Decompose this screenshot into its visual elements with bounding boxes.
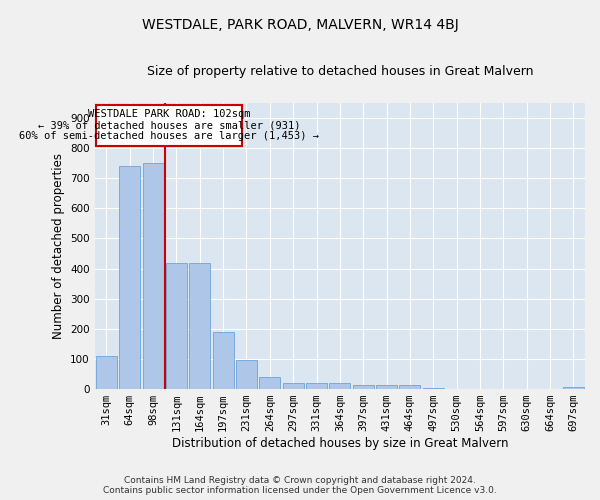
Bar bbox=[400, 384, 421, 389]
Bar bbox=[259, 377, 280, 389]
Bar bbox=[353, 384, 374, 389]
Bar bbox=[236, 360, 257, 389]
Bar bbox=[189, 262, 210, 389]
Text: WESTDALE PARK ROAD: 102sqm: WESTDALE PARK ROAD: 102sqm bbox=[88, 110, 250, 120]
Text: 60% of semi-detached houses are larger (1,453) →: 60% of semi-detached houses are larger (… bbox=[19, 132, 319, 141]
X-axis label: Distribution of detached houses by size in Great Malvern: Distribution of detached houses by size … bbox=[172, 437, 508, 450]
Text: Contains HM Land Registry data © Crown copyright and database right 2024.
Contai: Contains HM Land Registry data © Crown c… bbox=[103, 476, 497, 495]
Bar bbox=[329, 383, 350, 389]
Bar bbox=[283, 383, 304, 389]
Bar bbox=[212, 332, 233, 389]
Bar bbox=[306, 383, 327, 389]
Bar bbox=[563, 386, 584, 389]
Y-axis label: Number of detached properties: Number of detached properties bbox=[52, 153, 65, 339]
Bar bbox=[143, 163, 164, 389]
Text: WESTDALE, PARK ROAD, MALVERN, WR14 4BJ: WESTDALE, PARK ROAD, MALVERN, WR14 4BJ bbox=[142, 18, 458, 32]
Bar bbox=[423, 388, 444, 389]
Bar bbox=[166, 262, 187, 389]
FancyBboxPatch shape bbox=[96, 105, 242, 146]
Bar bbox=[376, 384, 397, 389]
Bar bbox=[96, 356, 117, 389]
Text: ← 39% of detached houses are smaller (931): ← 39% of detached houses are smaller (93… bbox=[38, 120, 300, 130]
Bar bbox=[119, 166, 140, 389]
Title: Size of property relative to detached houses in Great Malvern: Size of property relative to detached ho… bbox=[146, 65, 533, 78]
